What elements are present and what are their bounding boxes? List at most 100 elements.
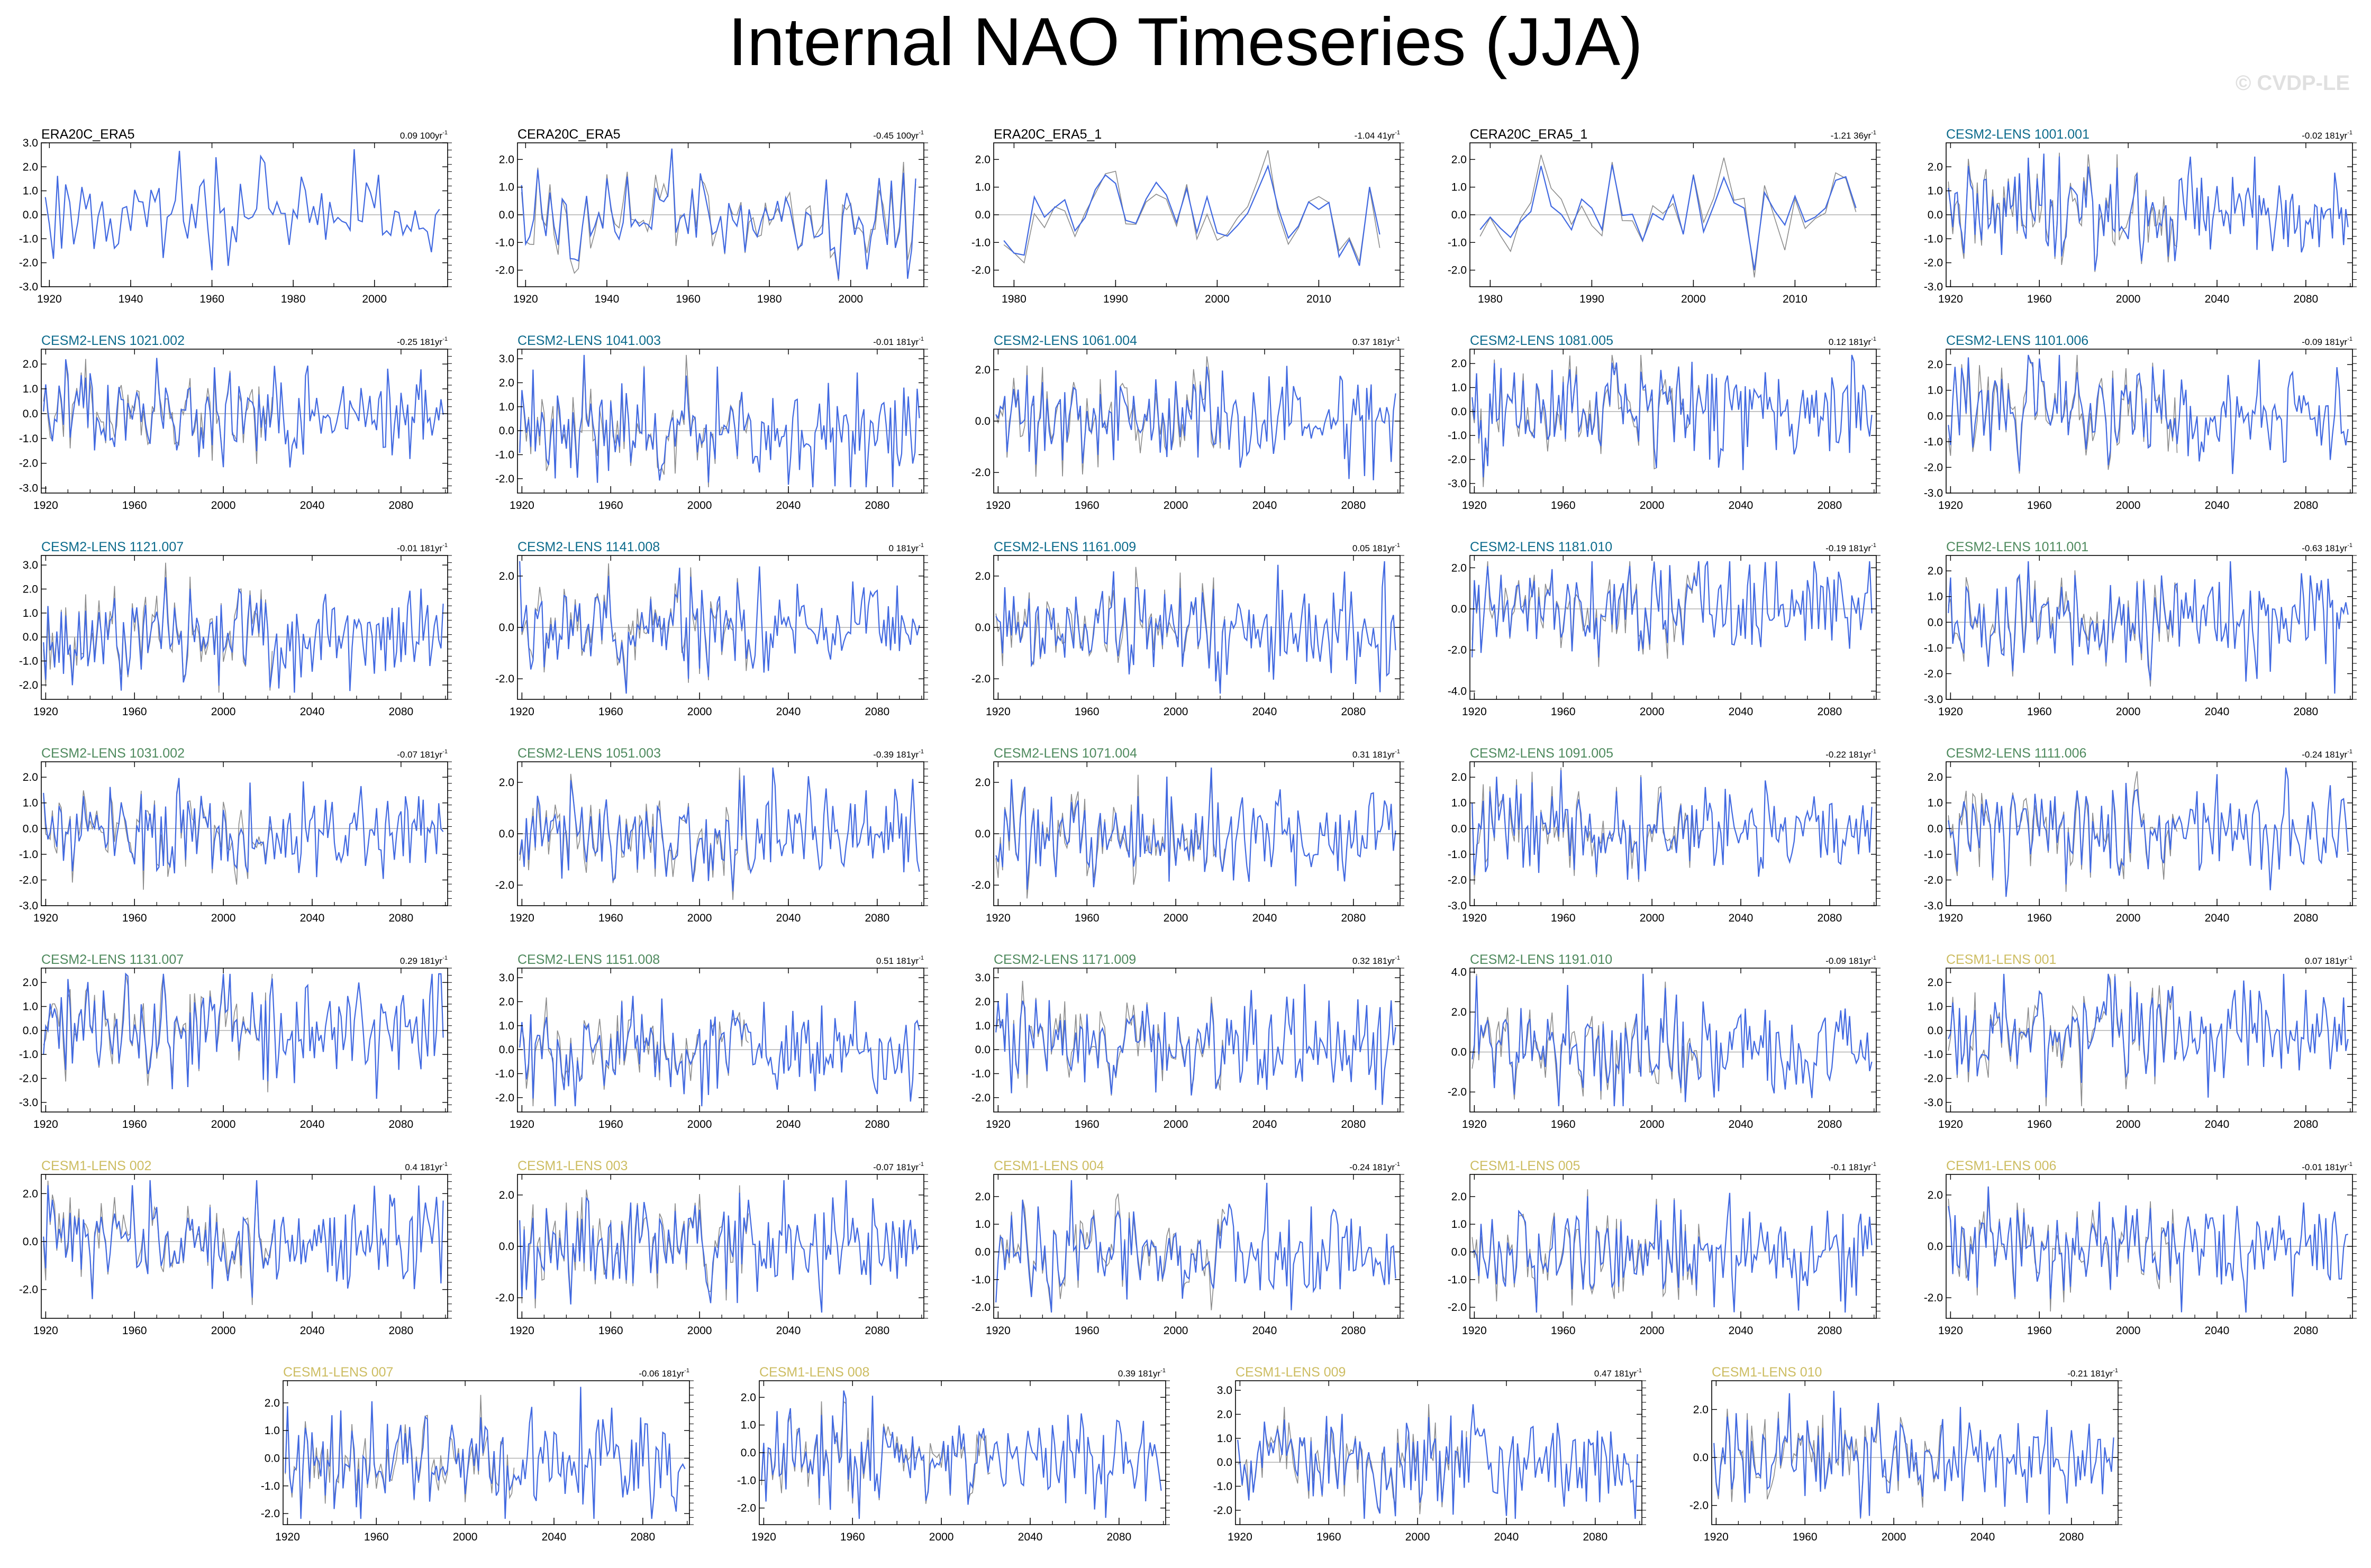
- y-tick-label: 1.0: [1451, 1218, 1467, 1230]
- x-tick-label: 2040: [2205, 1325, 2230, 1337]
- trend-value: 0.12: [1829, 337, 1849, 347]
- series-title: CESM2-LENS 1141.008: [517, 540, 660, 554]
- y-tick-label: 0.0: [23, 209, 38, 221]
- x-tick-label: 1920: [275, 1531, 300, 1543]
- internal-series-line: [1479, 165, 1857, 270]
- internal-series-line: [1948, 1186, 2348, 1313]
- x-tick-label: 2080: [1341, 1118, 1366, 1131]
- x-tick-label: 2040: [1252, 1325, 1277, 1337]
- internal-series-line: [521, 148, 916, 279]
- trend-unit: 181yr: [420, 337, 443, 347]
- chart-panel: CESM2-LENS 1081.005 0.12 181yr-1 2.0 1.0 0.0…: [1448, 333, 1930, 536]
- trend-label: -0.24 181yr-1: [2302, 749, 2352, 760]
- x-tick-label: 2000: [1640, 706, 1665, 718]
- y-tick-label: 0.0: [1451, 209, 1467, 221]
- y-tick-label: 1.0: [23, 1001, 38, 1013]
- y-tick-label: 2.0: [1451, 1191, 1467, 1203]
- x-tick-label: 2040: [776, 1118, 801, 1131]
- x-tick-label: 2040: [2205, 706, 2230, 718]
- x-tick-label: 1960: [1075, 912, 1100, 924]
- chart-svg: CESM2-LENS 1141.008 0 181yr-1 2.0 0.0 -2.0 19…: [495, 540, 928, 718]
- trend-unit: 181yr: [2325, 131, 2348, 141]
- y-tick-label: -2.0: [1924, 1073, 1943, 1085]
- y-tick-label: 2.0: [499, 377, 514, 389]
- series-title: CESM1-LENS 009: [1236, 1365, 1346, 1380]
- trend-value: -0.24: [1349, 1162, 1372, 1172]
- y-tick-label: -1.0: [261, 1480, 280, 1492]
- y-tick-label: 0.0: [1451, 1246, 1467, 1258]
- trend-exponent: -1: [919, 955, 924, 961]
- y-tick-label: 0.0: [975, 1246, 991, 1258]
- y-tick-label: 2.0: [975, 996, 991, 1008]
- y-tick-label: 0.0: [1693, 1452, 1709, 1464]
- chart-svg: CESM2-LENS 1151.008 0.51 181yr-1 3.0 2.0 1.0…: [495, 952, 928, 1131]
- trend-exponent: -1: [442, 130, 448, 136]
- series-title: CESM2-LENS 1101.006: [1946, 333, 2088, 348]
- x-tick-label: 1920: [37, 293, 62, 305]
- internal-series-line: [995, 767, 1396, 890]
- x-tick-label: 2000: [453, 1531, 478, 1543]
- y-tick-label: -3.0: [1448, 900, 1467, 912]
- x-tick-label: 1960: [840, 1531, 865, 1543]
- x-tick-label: 2040: [776, 912, 801, 924]
- x-tick-label: 1920: [1462, 499, 1487, 512]
- chart-svg: CESM1-LENS 010 -0.21 181yr-1 2.0 0.0 -2.0 192…: [1689, 1365, 2122, 1543]
- x-tick-label: 2080: [389, 1118, 414, 1131]
- x-tick-label: 2080: [631, 1531, 656, 1543]
- x-tick-label: 2000: [1164, 912, 1188, 924]
- y-tick-label: 1.0: [975, 1218, 991, 1230]
- x-tick-label: 1960: [598, 499, 623, 512]
- y-tick-label: 1.0: [23, 607, 38, 619]
- y-tick-label: -1.0: [19, 849, 38, 861]
- x-tick-label: 2000: [687, 1118, 712, 1131]
- chart-panel: CESM1-LENS 010 -0.21 181yr-1 2.0 0.0 -2.0 192…: [1689, 1365, 2172, 1568]
- plot-frame: [41, 968, 448, 1113]
- x-tick-label: 2000: [1640, 1325, 1665, 1337]
- trend-label: -0.01 181yr-1: [2302, 1161, 2352, 1172]
- internal-series-line: [43, 577, 444, 693]
- x-tick-label: 1960: [1551, 1118, 1576, 1131]
- trend-exponent: -1: [919, 1161, 924, 1168]
- chart-panel: CESM2-LENS 1031.002 -0.07 181yr-1 2.0 1.0 0.…: [19, 746, 502, 949]
- trend-unit: 181yr: [896, 956, 919, 966]
- chart-svg: CESM2-LENS 1171.009 0.32 181yr-1 3.0 2.0 1.0…: [971, 952, 1404, 1131]
- trend-exponent: -1: [919, 542, 924, 549]
- chart-svg: CESM2-LENS 1061.004 0.37 181yr-1 2.0 0.0 -2.…: [971, 333, 1404, 512]
- y-tick-label: -3.0: [19, 1097, 38, 1109]
- trend-label: -0.09 181yr-1: [2302, 336, 2352, 347]
- trend-label: 0.12 181yr-1: [1829, 336, 1876, 347]
- y-tick-label: -2.0: [495, 673, 514, 685]
- total-series-line: [1479, 154, 1857, 278]
- y-tick-label: 1.0: [1451, 382, 1467, 394]
- trend-value: -0.1: [1831, 1162, 1849, 1172]
- y-tick-label: -1.0: [1448, 1274, 1467, 1286]
- y-tick-label: 2.0: [23, 977, 38, 989]
- y-tick-label: 3.0: [499, 972, 514, 984]
- x-tick-label: 2080: [2294, 499, 2319, 512]
- x-tick-label: 2000: [1164, 706, 1188, 718]
- x-tick-label: 2000: [1164, 1325, 1188, 1337]
- y-tick-label: -2.0: [971, 467, 991, 479]
- x-tick-label: 2080: [389, 499, 414, 512]
- trend-exponent: -1: [442, 1161, 448, 1168]
- internal-series-line: [1003, 164, 1380, 266]
- trend-unit: 181yr: [1373, 956, 1395, 966]
- chart-panel: CESM1-LENS 004 -0.24 181yr-1 2.0 1.0 0.0 -1.0…: [971, 1159, 1454, 1362]
- x-tick-label: 1960: [676, 293, 701, 305]
- x-tick-label: 2040: [1252, 1118, 1277, 1131]
- x-tick-label: 2040: [776, 706, 801, 718]
- internal-series-line: [519, 996, 920, 1107]
- trend-label: -0.19 181yr-1: [1825, 542, 1876, 553]
- internal-series-line: [1948, 973, 2349, 1098]
- y-tick-label: 0.0: [499, 622, 514, 634]
- series-title: CESM2-LENS 1131.007: [41, 952, 184, 967]
- x-tick-label: 1920: [1938, 706, 1963, 718]
- x-tick-label: 2000: [2116, 912, 2141, 924]
- y-tick-label: 1.0: [1217, 1433, 1232, 1445]
- y-tick-label: -2.0: [1448, 644, 1467, 657]
- trend-value: 0.05: [1352, 543, 1373, 553]
- chart-panel: ERA20C_ERA5_1 -1.04 41yr-1 2.0 1.0 0.0 -1.0 -2…: [971, 127, 1454, 330]
- total-series-line: [1471, 973, 1702, 1106]
- trend-label: -0.01 181yr-1: [873, 336, 924, 347]
- chart-panel: CESM2-LENS 1131.007 0.29 181yr-1 2.0 1.0 0.0…: [19, 952, 502, 1155]
